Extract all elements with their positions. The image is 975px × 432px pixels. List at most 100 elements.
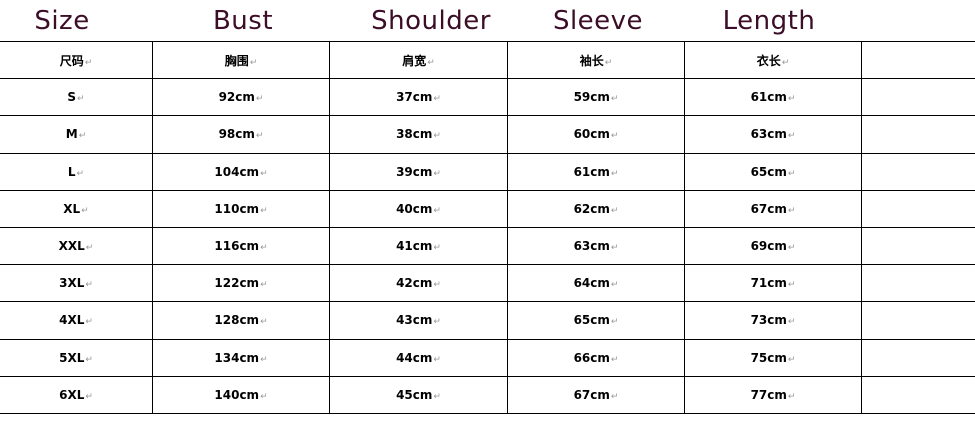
table-cell: XXL: [0, 226, 153, 266]
empty-cell: [861, 189, 975, 228]
column-header: 袖长: [580, 54, 613, 68]
cell-value: 63cm: [751, 127, 796, 141]
table-cell: 122cm: [152, 264, 330, 303]
header-shoulder: Shoulder: [371, 6, 491, 36]
cell-value: 92cm: [219, 90, 264, 104]
cell-value: 64cm: [574, 276, 619, 290]
table-cell: 71cm: [684, 264, 862, 303]
header-sleeve: Sleeve: [552, 6, 644, 36]
cell-value: 104cm: [214, 165, 267, 179]
cell-value: M: [66, 127, 87, 141]
table-cell: 43cm: [329, 301, 508, 340]
cell-value: 3XL: [59, 276, 93, 290]
table-cell: 尺码: [0, 40, 153, 80]
table-cell: 肩宽: [329, 40, 508, 80]
table-cell: 胸围: [152, 40, 330, 80]
table-cell: 98cm: [152, 115, 330, 154]
table-row: 3XL 122cm 42cm 64cm 71cm: [0, 264, 975, 303]
table-row: 6XL 140cm 45cm 67cm 77cm: [0, 375, 975, 414]
empty-cell: [861, 301, 975, 340]
table-cell: 5XL: [0, 338, 153, 377]
table-cell: 67cm: [507, 375, 685, 414]
cell-value: 98cm: [219, 127, 264, 141]
table-cell: 62cm: [507, 189, 685, 228]
table-cell: 67cm: [684, 189, 862, 228]
cell-value: 39cm: [396, 165, 441, 179]
table-cell: 110cm: [152, 189, 330, 228]
cell-value: 43cm: [396, 313, 441, 327]
table-cell: 73cm: [684, 301, 862, 340]
empty-cell: [861, 152, 975, 191]
cell-value: 73cm: [751, 313, 796, 327]
cell-value: 128cm: [214, 313, 267, 327]
table-cell: 69cm: [684, 226, 862, 266]
table-cell: 134cm: [152, 338, 330, 377]
cell-value: L: [68, 165, 84, 179]
table-cell: M: [0, 115, 153, 154]
empty-cell: [861, 338, 975, 377]
table-cell: 38cm: [329, 115, 508, 154]
header-bust: Bust: [212, 6, 274, 36]
table-cell: 41cm: [329, 226, 508, 266]
empty-cell: [861, 226, 975, 266]
table-cell: S: [0, 78, 153, 117]
table-cell: 袖长: [507, 40, 685, 80]
cell-value: 69cm: [751, 239, 796, 253]
size-table: 尺码 胸围 肩宽 袖长 衣长 S 92cm 37cm 59cm 61cm M 98cm 38cm 60cm…: [0, 40, 975, 414]
empty-cell: [861, 40, 975, 80]
table-row: L 104cm 39cm 61cm 65cm: [0, 152, 975, 191]
table-cell: 60cm: [507, 115, 685, 154]
table-cell: 衣长: [684, 40, 862, 80]
empty-cell: [861, 115, 975, 154]
cell-value: 59cm: [574, 90, 619, 104]
table-cell: 45cm: [329, 375, 508, 414]
cell-value: 134cm: [214, 351, 267, 365]
cell-value: 66cm: [574, 351, 619, 365]
header-length: Length: [722, 6, 816, 36]
table-row: M 98cm 38cm 60cm 63cm: [0, 115, 975, 154]
table-cell: 104cm: [152, 152, 330, 191]
cell-value: 61cm: [574, 165, 619, 179]
cell-value: 67cm: [574, 388, 619, 402]
cell-value: 110cm: [214, 202, 267, 216]
table-row: XXL 116cm 41cm 63cm 69cm: [0, 226, 975, 266]
cell-value: 140cm: [214, 388, 267, 402]
table-row: 5XL 134cm 44cm 66cm 75cm: [0, 338, 975, 377]
cell-value: 45cm: [396, 388, 441, 402]
table-cell: 65cm: [507, 301, 685, 340]
empty-cell: [861, 264, 975, 303]
cell-value: 44cm: [396, 351, 441, 365]
cell-value: 41cm: [396, 239, 441, 253]
table-cell: 4XL: [0, 301, 153, 340]
cell-value: 77cm: [751, 388, 796, 402]
table-cell: 42cm: [329, 264, 508, 303]
cell-value: 71cm: [751, 276, 796, 290]
table-header-row: 尺码 胸围 肩宽 袖长 衣长: [0, 40, 975, 80]
table-cell: 59cm: [507, 78, 685, 117]
table-cell: 92cm: [152, 78, 330, 117]
empty-cell: [861, 375, 975, 414]
column-header: 尺码: [60, 54, 93, 68]
cell-value: 67cm: [751, 202, 796, 216]
table-cell: 6XL: [0, 375, 153, 414]
table-cell: 61cm: [507, 152, 685, 191]
table-cell: L: [0, 152, 153, 191]
cell-value: 75cm: [751, 351, 796, 365]
cell-value: 65cm: [751, 165, 796, 179]
cell-value: 40cm: [396, 202, 441, 216]
table-cell: 116cm: [152, 226, 330, 266]
column-header: 肩宽: [402, 54, 435, 68]
header-size: Size: [34, 6, 90, 36]
table-cell: 37cm: [329, 78, 508, 117]
cell-value: 60cm: [574, 127, 619, 141]
table-cell: 44cm: [329, 338, 508, 377]
column-header: 胸围: [225, 54, 258, 68]
table-cell: 77cm: [684, 375, 862, 414]
cell-value: 42cm: [396, 276, 441, 290]
cell-value: 38cm: [396, 127, 441, 141]
table-cell: 64cm: [507, 264, 685, 303]
table-cell: 39cm: [329, 152, 508, 191]
cell-value: 6XL: [59, 388, 93, 402]
table-cell: 63cm: [684, 115, 862, 154]
table-row: 4XL 128cm 43cm 65cm 73cm: [0, 301, 975, 340]
